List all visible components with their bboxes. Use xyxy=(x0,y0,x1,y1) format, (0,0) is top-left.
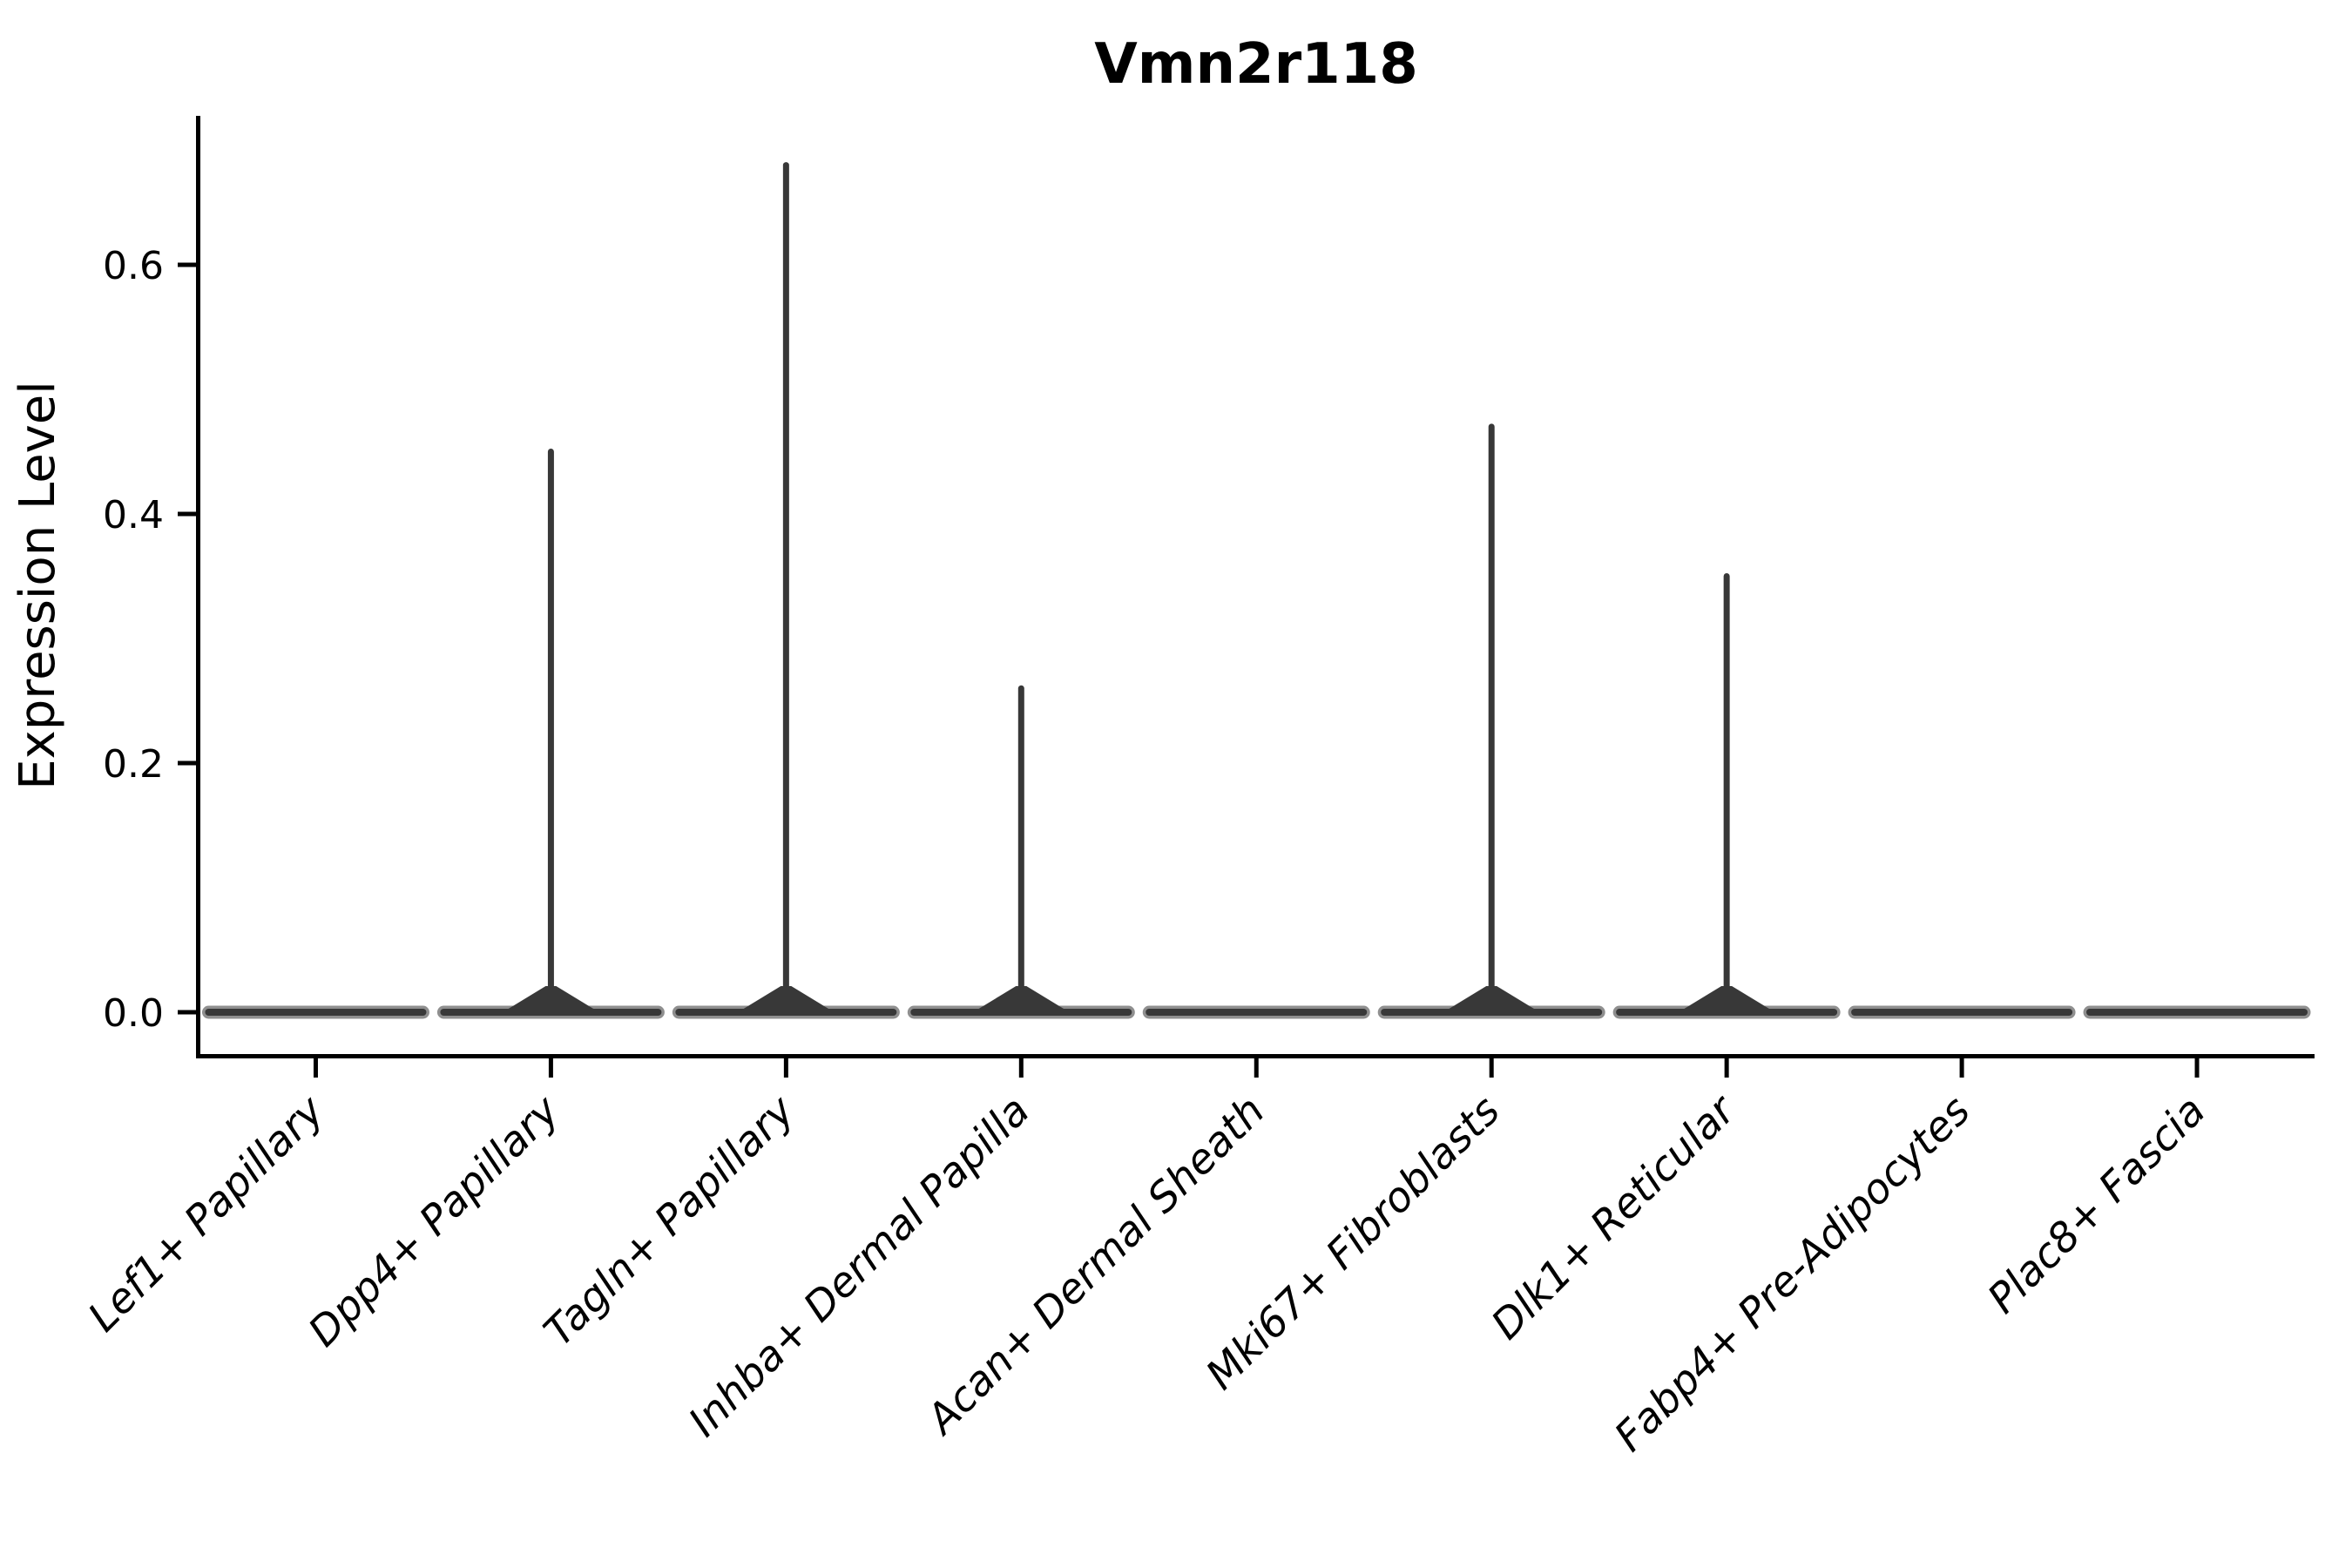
y-axis-label: Expression Level xyxy=(10,381,66,790)
x-tick-label: Dlk1+ Reticular xyxy=(1483,1085,1747,1349)
y-tick-label: 0.6 xyxy=(103,244,164,288)
violin xyxy=(1377,423,1605,1019)
violins-group xyxy=(201,162,2311,1019)
x-tick-label: Plac8+ Fascia xyxy=(1978,1087,2214,1323)
chart-title: Vmn2r118 xyxy=(1094,32,1417,97)
violin xyxy=(1612,573,1841,1019)
x-tick-label: Lef1+ Papillary xyxy=(79,1086,335,1342)
y-axis-ticks: 0.0 0.2 0.4 0.6 xyxy=(103,244,198,1036)
x-tick-label: Dpp4+ Papillary xyxy=(300,1086,570,1356)
y-tick-label: 0.2 xyxy=(103,742,164,787)
x-tick-label: Tagln+ Papillary xyxy=(535,1086,805,1356)
violin xyxy=(672,162,900,1019)
violin xyxy=(907,685,1135,1019)
violin xyxy=(436,449,665,1019)
y-tick-label: 0.0 xyxy=(103,991,164,1036)
y-tick-label: 0.4 xyxy=(103,493,164,537)
